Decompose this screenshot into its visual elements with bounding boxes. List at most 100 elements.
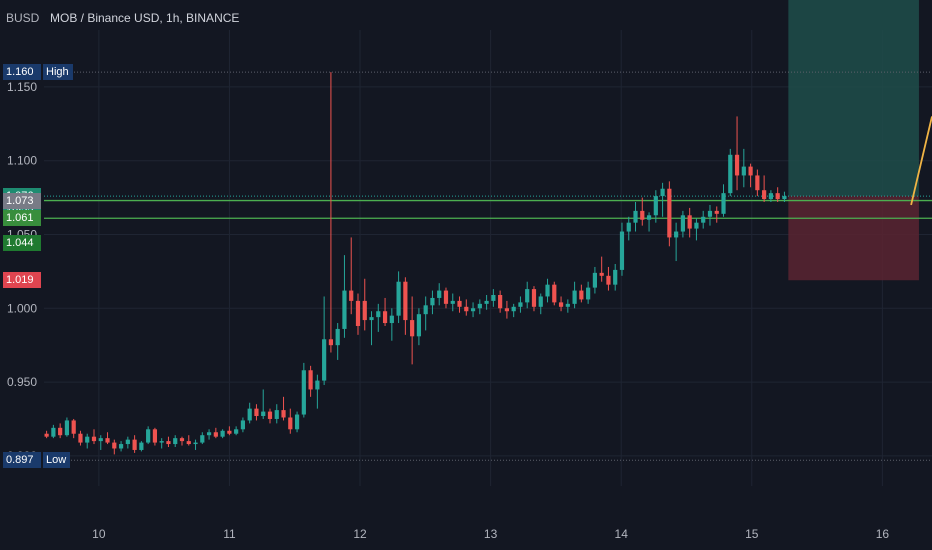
candle-body bbox=[586, 287, 591, 300]
candle bbox=[254, 404, 259, 421]
candle bbox=[227, 426, 232, 436]
trend-line bbox=[910, 116, 932, 206]
candle-body bbox=[322, 339, 327, 381]
x-tick-label: 10 bbox=[92, 527, 106, 541]
candle-body bbox=[680, 215, 685, 232]
candle bbox=[322, 296, 327, 386]
currency-label: BUSD bbox=[6, 11, 40, 25]
candle-body bbox=[220, 430, 225, 437]
candle-body bbox=[139, 442, 144, 450]
x-tick-label: 12 bbox=[353, 527, 367, 541]
candle-body bbox=[762, 190, 767, 200]
candle bbox=[376, 303, 381, 332]
candle-body bbox=[186, 441, 191, 445]
y-tick-label: 1.150 bbox=[7, 80, 37, 94]
candle bbox=[342, 255, 347, 338]
candle-body bbox=[105, 438, 110, 443]
candle-body bbox=[274, 410, 279, 419]
candle bbox=[613, 264, 618, 291]
candle bbox=[389, 308, 394, 341]
candle bbox=[240, 417, 246, 433]
candle-body bbox=[64, 420, 70, 436]
candle-body bbox=[288, 417, 293, 430]
candle bbox=[98, 435, 103, 450]
candle-body bbox=[213, 432, 218, 437]
candle bbox=[437, 283, 442, 306]
candle-body bbox=[579, 290, 584, 300]
candle-body bbox=[389, 315, 394, 324]
candle bbox=[545, 278, 550, 303]
candle-body bbox=[410, 320, 415, 337]
candle-body bbox=[531, 289, 537, 307]
candle bbox=[139, 441, 144, 452]
candle-body bbox=[193, 442, 198, 445]
candle-body bbox=[687, 215, 692, 229]
candle-body bbox=[572, 290, 577, 304]
candle bbox=[193, 439, 198, 450]
candle-body bbox=[511, 306, 516, 312]
candle-body bbox=[484, 300, 489, 304]
candle bbox=[173, 435, 178, 448]
candle bbox=[755, 169, 760, 197]
candle bbox=[687, 207, 692, 238]
candle-body bbox=[247, 408, 252, 421]
candle-body bbox=[707, 210, 713, 217]
x-tick-label: 11 bbox=[223, 527, 236, 541]
candle bbox=[281, 396, 286, 421]
target-zone bbox=[788, 0, 919, 197]
candle bbox=[44, 430, 49, 439]
candle-body bbox=[538, 296, 543, 307]
candle bbox=[274, 404, 279, 424]
candle-body bbox=[504, 308, 510, 312]
candle-body bbox=[369, 317, 374, 321]
candle-body bbox=[734, 154, 740, 176]
candle-body bbox=[281, 410, 286, 418]
price-tag: 1.073 bbox=[3, 192, 41, 209]
candle-body bbox=[382, 311, 388, 324]
candle-body bbox=[416, 314, 422, 337]
candle bbox=[599, 256, 604, 282]
candle-body bbox=[633, 210, 638, 223]
candle bbox=[640, 197, 645, 226]
candle-body bbox=[261, 411, 266, 417]
reference-lines bbox=[44, 71, 932, 461]
candle-body bbox=[328, 339, 334, 346]
candle bbox=[206, 429, 212, 440]
candle-body bbox=[782, 196, 787, 200]
candle bbox=[64, 417, 70, 437]
candle bbox=[261, 389, 266, 419]
candle bbox=[132, 435, 137, 453]
candle bbox=[247, 402, 252, 424]
candle bbox=[220, 429, 225, 439]
candle-body bbox=[437, 290, 442, 298]
candle-body bbox=[748, 166, 753, 176]
candle-body bbox=[44, 433, 49, 437]
candle bbox=[525, 281, 530, 309]
candle-body bbox=[58, 427, 63, 436]
candle bbox=[152, 427, 158, 446]
axis-ticks: 1.1501.1001.0501.0000.9500.9001011121314… bbox=[7, 80, 889, 541]
candle-body bbox=[91, 436, 97, 442]
candle bbox=[626, 216, 631, 241]
candle bbox=[714, 206, 719, 223]
candle bbox=[416, 308, 422, 346]
x-tick-label: 16 bbox=[876, 527, 890, 541]
candle-body bbox=[125, 439, 130, 445]
candle-body bbox=[396, 281, 401, 316]
candle bbox=[450, 293, 455, 312]
candle bbox=[558, 296, 564, 312]
candle-body bbox=[342, 290, 347, 329]
candle bbox=[105, 432, 110, 445]
candle bbox=[768, 190, 773, 203]
candle bbox=[301, 362, 306, 418]
candle-body bbox=[443, 290, 449, 304]
candle-body bbox=[112, 442, 117, 449]
candle bbox=[78, 430, 83, 446]
candle bbox=[179, 436, 185, 446]
position-zones bbox=[788, 0, 919, 281]
candle bbox=[85, 433, 90, 449]
x-tick-label: 14 bbox=[615, 527, 629, 541]
candle bbox=[91, 429, 97, 445]
symbol-title[interactable]: MOB / Binance USD, 1h, BINANCE bbox=[50, 11, 240, 25]
candle-body bbox=[173, 438, 178, 445]
